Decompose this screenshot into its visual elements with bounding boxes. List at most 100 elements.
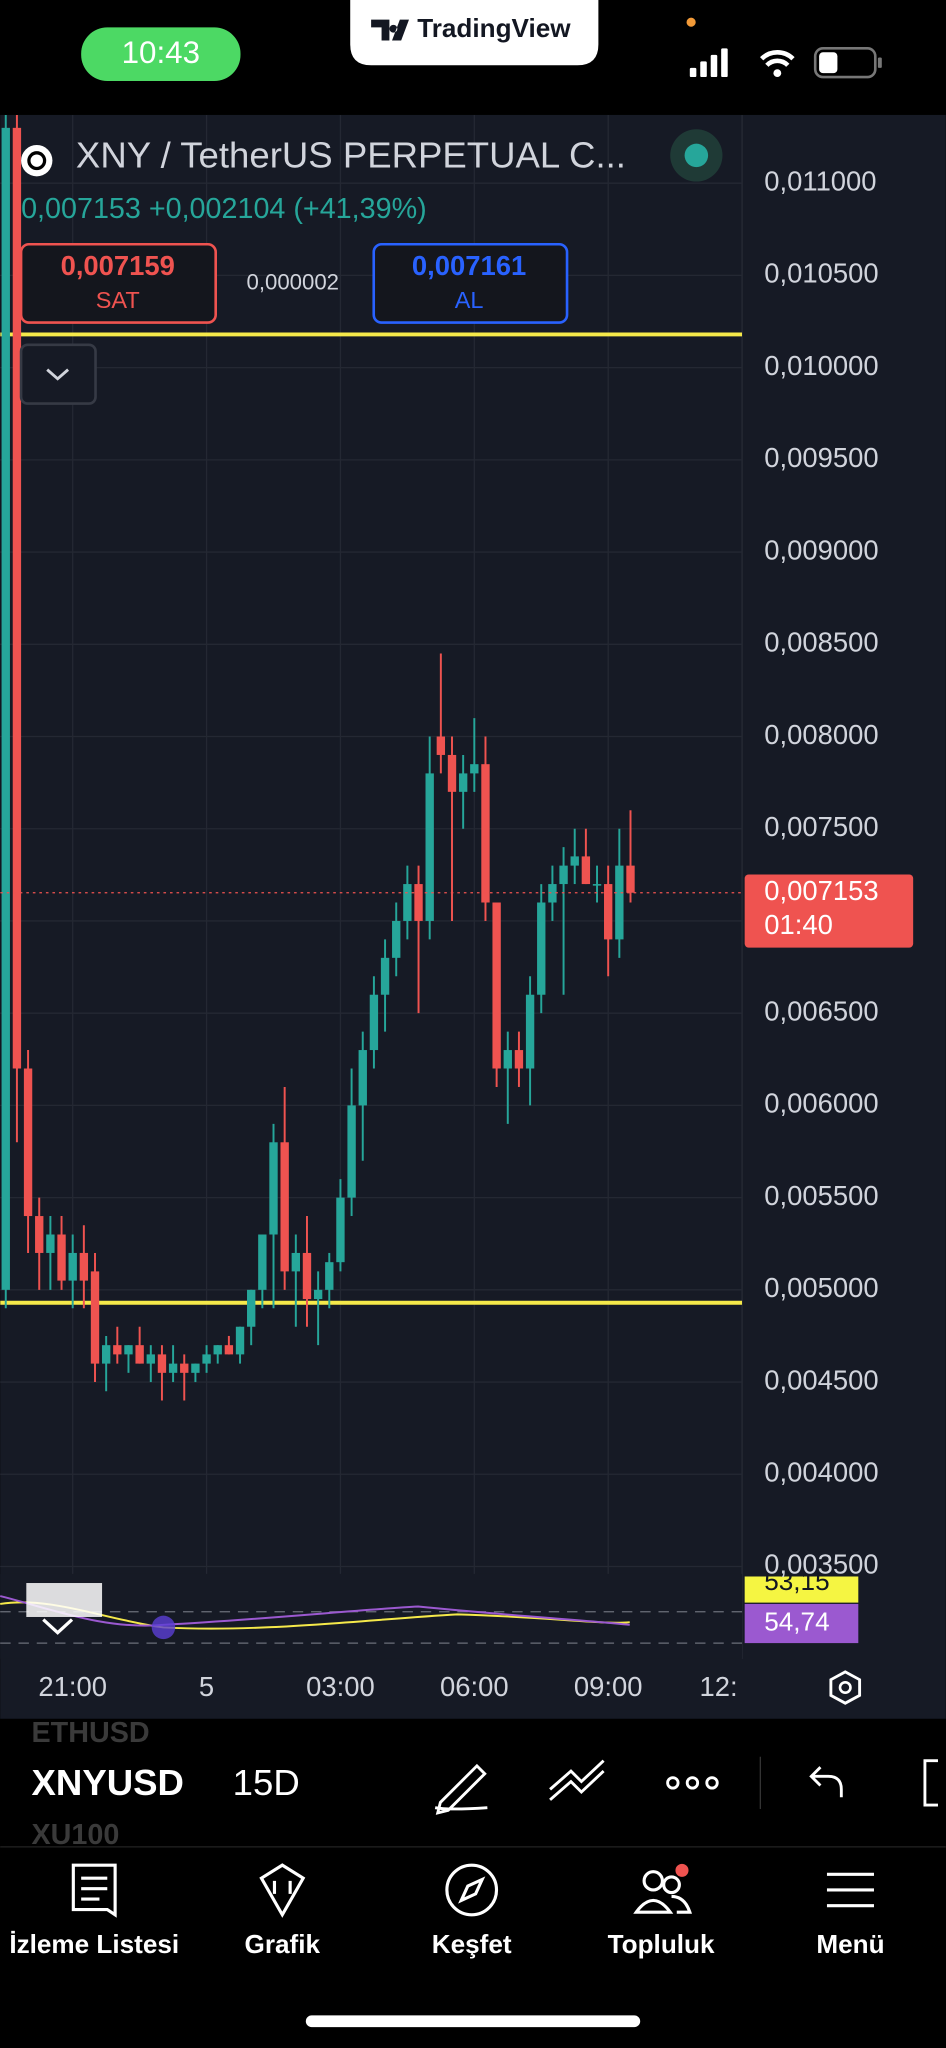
candle-body [525, 994, 535, 1069]
next-symbol[interactable]: XU100 [32, 1819, 120, 1851]
line-tool[interactable] [549, 1759, 605, 1801]
candle-body [481, 764, 490, 903]
y-tick-label: 0,010000 [764, 350, 878, 381]
interval[interactable]: 15D [233, 1762, 300, 1803]
candle-body [458, 773, 468, 792]
tab-label[interactable]: Topluluk [608, 1929, 715, 1959]
candle-body [570, 856, 579, 866]
candle-body [313, 1289, 323, 1300]
tab-bar [0, 1846, 946, 2048]
candle-body [113, 1345, 122, 1355]
candle-body [559, 865, 568, 885]
candle-body [447, 754, 457, 792]
indicator-dot [686, 17, 696, 27]
last-price-label: 0,007153 [764, 875, 878, 906]
candle-body [548, 884, 557, 903]
status-time: 10:43 [122, 35, 200, 70]
candle-body [581, 856, 591, 885]
candle-body [135, 1345, 144, 1364]
candle-body [157, 1354, 167, 1373]
draw-tool[interactable] [434, 1763, 488, 1815]
candle-body [380, 957, 390, 995]
candle-body [1, 127, 10, 1290]
tab-label[interactable]: Keşfet [432, 1929, 512, 1959]
countdown: 01:40 [764, 909, 833, 940]
candle-body [514, 1050, 524, 1069]
app-tab [350, 0, 599, 66]
indicator-label: 54,74 [764, 1606, 829, 1636]
y-tick-label: 0,006000 [764, 1088, 878, 1119]
collapse-pane[interactable] [42, 1618, 74, 1635]
candle-body [358, 1050, 367, 1106]
y-tick-label: 0,003500 [764, 1549, 878, 1580]
candle-body [280, 1142, 289, 1272]
candle-body [90, 1271, 100, 1364]
y-tick-label: 0,004500 [764, 1364, 878, 1395]
candle-body [414, 884, 423, 921]
tab-label[interactable]: Menü [816, 1929, 884, 1959]
candle-body [336, 1197, 345, 1263]
y-tick-label: 0,006500 [764, 995, 878, 1026]
y-tick-label: 0,010500 [764, 258, 878, 289]
candle-body [46, 1234, 55, 1253]
indicator-marker [151, 1615, 176, 1640]
y-tick-label: 0,004000 [764, 1457, 878, 1488]
wifi [760, 50, 795, 68]
tab-label[interactable]: Grafik [245, 1929, 321, 1959]
time-pill [81, 27, 241, 81]
candle-body [325, 1262, 334, 1290]
candle-body [168, 1363, 178, 1373]
candle-body [269, 1142, 278, 1235]
candle-body [626, 865, 635, 893]
candle-body [213, 1345, 222, 1355]
candle-body [615, 865, 624, 940]
y-tick-label: 0,011000 [764, 165, 876, 196]
candle-body [503, 1050, 512, 1069]
y-tick-label: 0,009000 [764, 534, 878, 565]
expand-button[interactable] [19, 343, 97, 405]
candle-body [302, 1252, 312, 1300]
toolbar [0, 1718, 946, 1847]
prev-symbol[interactable]: ETHUSD [32, 1717, 150, 1749]
settings-button[interactable] [829, 1670, 862, 1705]
candle-body [180, 1363, 189, 1373]
symbol-title[interactable]: XNY / TetherUS PERPETUAL C... [76, 135, 626, 176]
candle-body [35, 1216, 44, 1253]
indicator-logo [26, 1583, 103, 1617]
spread: 0,000002 [246, 269, 339, 294]
x-tick-label: 03:00 [306, 1671, 375, 1702]
candle-body [604, 884, 613, 940]
buy-button[interactable] [372, 242, 569, 324]
candle-body [291, 1252, 300, 1272]
sell-price: 0,007159 [61, 250, 175, 281]
x-tick-label: 5 [199, 1671, 214, 1702]
sell-label: SAT [96, 287, 140, 313]
undo-button[interactable] [809, 1766, 843, 1798]
battery-level [819, 52, 838, 74]
candle-body [101, 1345, 111, 1364]
candle-body [492, 902, 501, 1069]
chevron [46, 368, 70, 381]
x-axis: 21:00 5 03:00 06:00 09:00 12: [38, 1671, 737, 1702]
notification-dot [675, 1863, 689, 1877]
indicator-label-box [744, 1603, 859, 1644]
candle-body [68, 1252, 77, 1281]
sell-button[interactable] [19, 242, 217, 324]
more-button[interactable] [666, 1776, 719, 1790]
app-name: TradingView [417, 13, 571, 43]
candle-body [247, 1289, 256, 1327]
toolbar-symbol[interactable]: XNYUSD [32, 1762, 184, 1803]
battery-tip [877, 57, 882, 68]
candle-body [392, 920, 401, 958]
x-tick-label: 06:00 [440, 1671, 509, 1702]
fullscreen-button[interactable] [923, 1759, 938, 1807]
candle-body [258, 1234, 267, 1290]
symbol-logo [21, 144, 53, 177]
y-tick-label: 0,005000 [764, 1272, 878, 1303]
tab-label[interactable]: İzleme Listesi [9, 1929, 179, 1959]
candle-body [124, 1345, 133, 1355]
home-indicator [305, 2015, 641, 2028]
candle-body [224, 1345, 234, 1355]
candle-body [191, 1363, 200, 1373]
